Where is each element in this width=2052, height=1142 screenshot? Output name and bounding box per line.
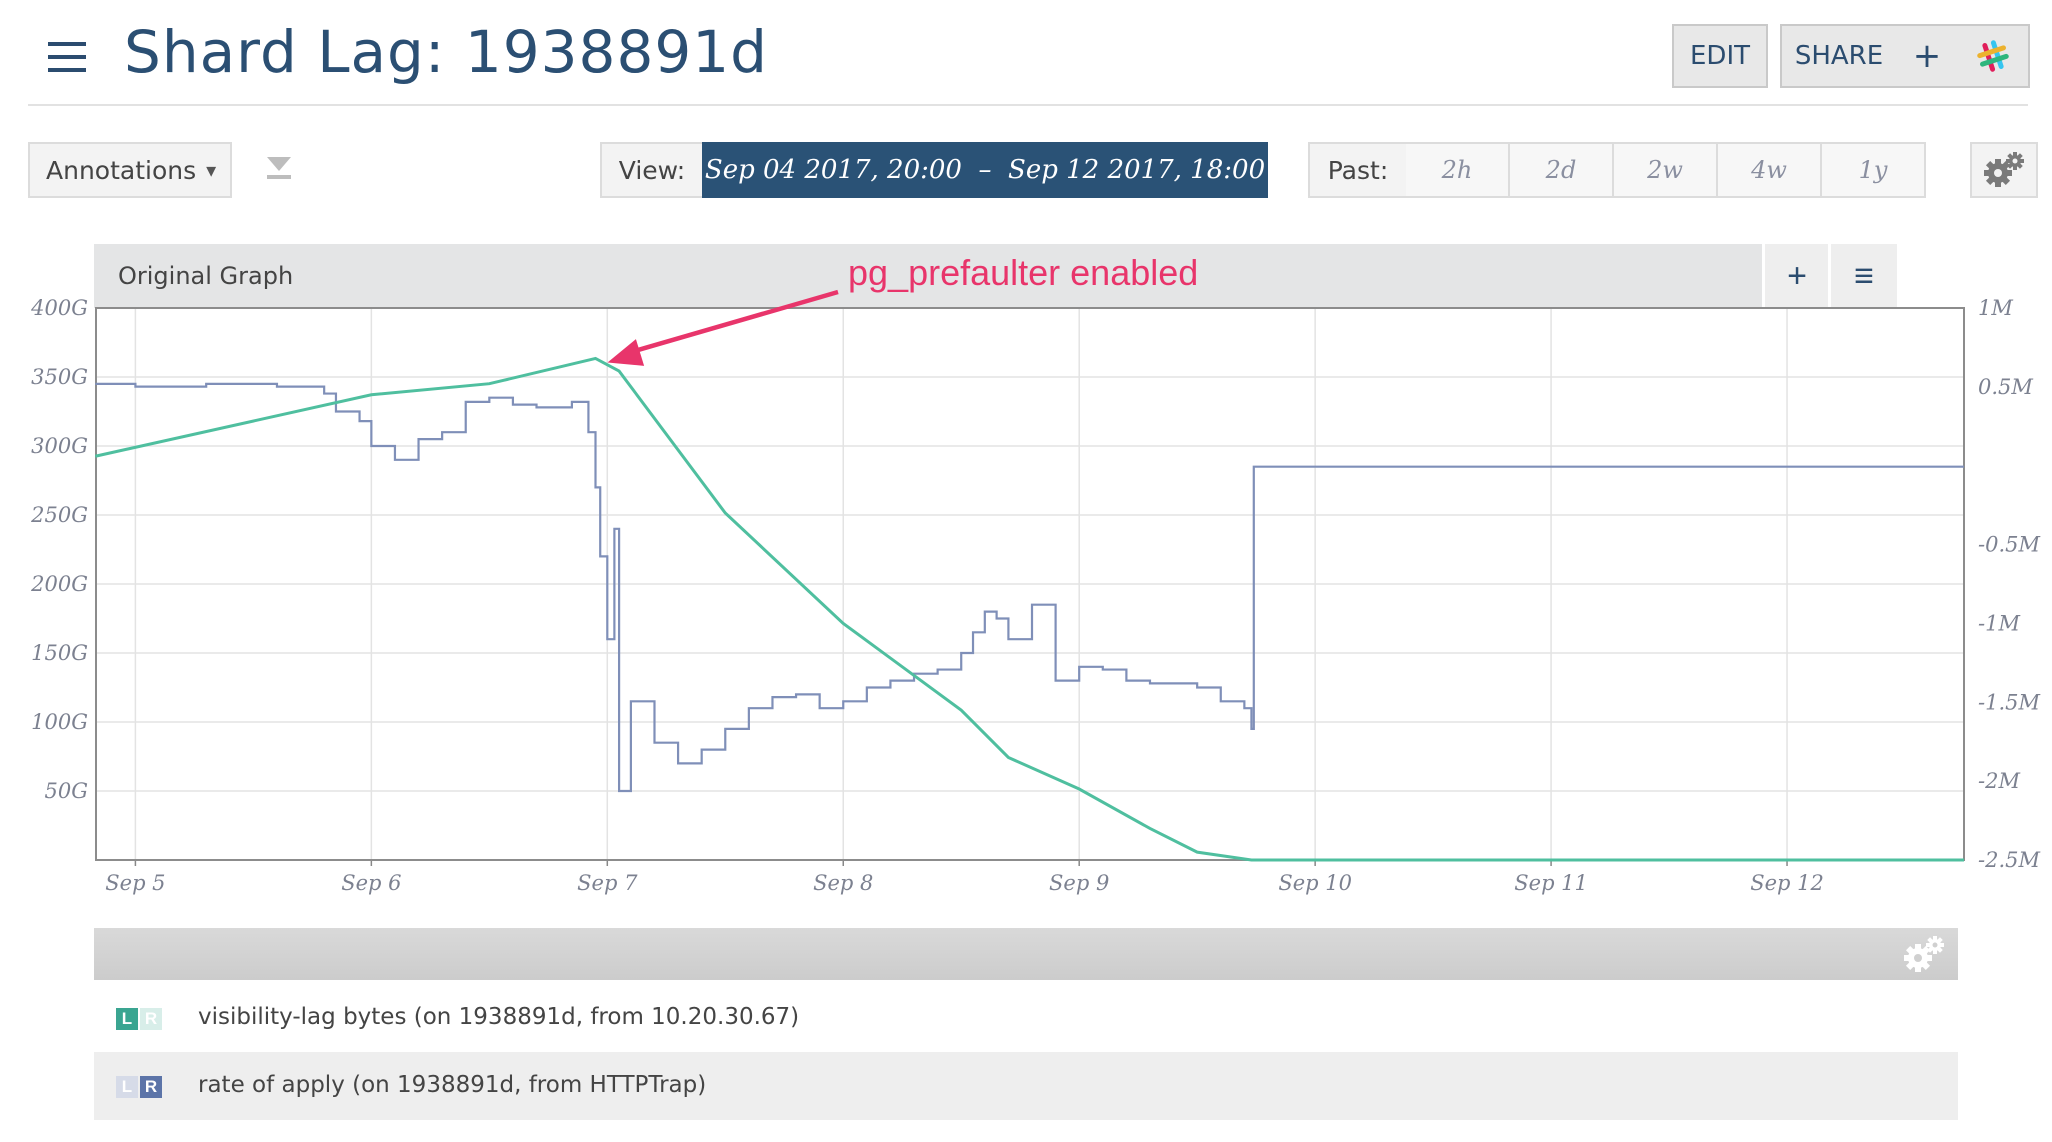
edit-button[interactable]: EDIT <box>1672 24 1768 88</box>
series-line-rate-of-apply <box>94 356 1964 862</box>
left-axis-toggle[interactable]: L <box>116 1076 138 1098</box>
x-tick-label: Sep 9 <box>1049 871 1109 895</box>
left-axis-toggle[interactable]: L <box>116 1008 138 1030</box>
annotation-label: pg_prefaulter enabled <box>848 252 1199 293</box>
past-option-2d[interactable]: 2d <box>1510 142 1614 198</box>
axes: 400G 350G 300G 250G 200G 150G 100G 50G 1M 0.5M -0.… <box>30 296 2040 895</box>
right-tick-label: 1M <box>1978 296 2013 320</box>
right-axis-toggle[interactable]: R <box>140 1076 162 1098</box>
annotation-filter-icon[interactable] <box>264 152 294 182</box>
grid-lines <box>96 307 1964 860</box>
right-tick-label: -2.5M <box>1978 848 2040 872</box>
gears-icon <box>1904 936 1944 972</box>
slack-icon-graphic <box>1977 40 2009 72</box>
past-option-2h[interactable]: 2h <box>1406 142 1510 198</box>
right-tick-label: 0.5M <box>1978 375 2033 399</box>
left-tick-label: 350G <box>31 365 88 389</box>
legend-item-rate-of-apply: L R rate of apply (on 1938891d, from HTT… <box>94 1052 1958 1120</box>
past-option-2w[interactable]: 2w <box>1614 142 1718 198</box>
annotation-arrow-line <box>628 289 839 355</box>
legend-label: visibility-lag bytes (on 1938891d, from … <box>198 1004 800 1030</box>
graph-header: Original Graph + ≡ <box>94 244 1897 308</box>
annotation-arrow <box>607 289 839 366</box>
series-lines <box>94 356 1964 862</box>
annotations-dropdown[interactable]: Annotations ▾ <box>28 142 232 198</box>
legend-item-visibility-lag: L R visibility-lag bytes (on 1938891d, f… <box>94 984 1958 1052</box>
x-tick-label: Sep 10 <box>1278 871 1352 895</box>
legend-settings-button[interactable] <box>1902 934 1946 974</box>
settings-button[interactable] <box>1970 142 2038 198</box>
shard-lag-chart: 400G 350G 300G 250G 200G 150G 100G 50G 1M 0.5M -0.… <box>30 289 2040 895</box>
left-tick-label: 250G <box>30 503 88 527</box>
right-tick-label: -1M <box>1978 611 2020 635</box>
graph-add-button[interactable]: + <box>1762 244 1829 308</box>
filter-icon <box>267 157 291 179</box>
date-range-label: Sep 04 2017, 20:00 – Sep 12 2017, 18:00 <box>704 155 1266 185</box>
past-label-box: Past: <box>1308 142 1408 198</box>
legend-label: rate of apply (on 1938891d, from HTTPTra… <box>198 1072 707 1098</box>
x-tick-label: Sep 5 <box>105 871 165 895</box>
series-line-visibility-lag <box>95 382 1964 793</box>
x-tick-label: Sep 6 <box>341 871 401 895</box>
x-tick-label: Sep 8 <box>813 871 873 895</box>
hamburger-menu-icon[interactable] <box>48 42 86 72</box>
left-tick-label: 400G <box>30 296 88 320</box>
slack-icon[interactable] <box>1958 24 2030 88</box>
x-tick-label: Sep 12 <box>1750 871 1824 895</box>
gears-icon <box>1984 152 2024 187</box>
past-label: Past: <box>1327 155 1389 185</box>
right-tick-label: -0.5M <box>1978 533 2040 557</box>
left-tick-label: 200G <box>30 572 88 596</box>
graph-title: Original Graph <box>118 262 294 290</box>
x-tick-label: Sep 11 <box>1514 871 1588 895</box>
add-button[interactable]: + <box>1896 24 1960 88</box>
right-axis-toggle[interactable]: R <box>140 1008 162 1030</box>
page-title: Shard Lag: 1938891d <box>124 18 768 86</box>
left-tick-label: 50G <box>45 779 89 803</box>
view-label: View: <box>618 155 686 185</box>
chevron-down-icon: ▾ <box>206 158 217 182</box>
graph-menu-button[interactable]: ≡ <box>1828 244 1897 308</box>
right-tick-label: -1.5M <box>1978 690 2040 714</box>
left-tick-label: 300G <box>31 434 88 458</box>
annotation-arrow-head <box>607 339 645 366</box>
view-label-box: View: <box>600 142 704 198</box>
past-option-4w[interactable]: 4w <box>1718 142 1822 198</box>
plot-frame <box>95 307 1965 861</box>
legend-toolbar <box>94 928 1958 980</box>
header: Shard Lag: 1938891d EDIT SHARE + <box>28 0 2030 106</box>
annotations-label: Annotations <box>46 155 197 185</box>
share-button[interactable]: SHARE <box>1780 24 1898 88</box>
right-tick-label: -2M <box>1978 769 2020 793</box>
left-tick-label: 100G <box>31 710 88 734</box>
x-tick-label: Sep 7 <box>577 871 638 895</box>
date-range-picker[interactable]: Sep 04 2017, 20:00 – Sep 12 2017, 18:00 <box>702 142 1268 198</box>
left-tick-label: 150G <box>31 641 88 665</box>
past-option-1y[interactable]: 1y <box>1822 142 1926 198</box>
